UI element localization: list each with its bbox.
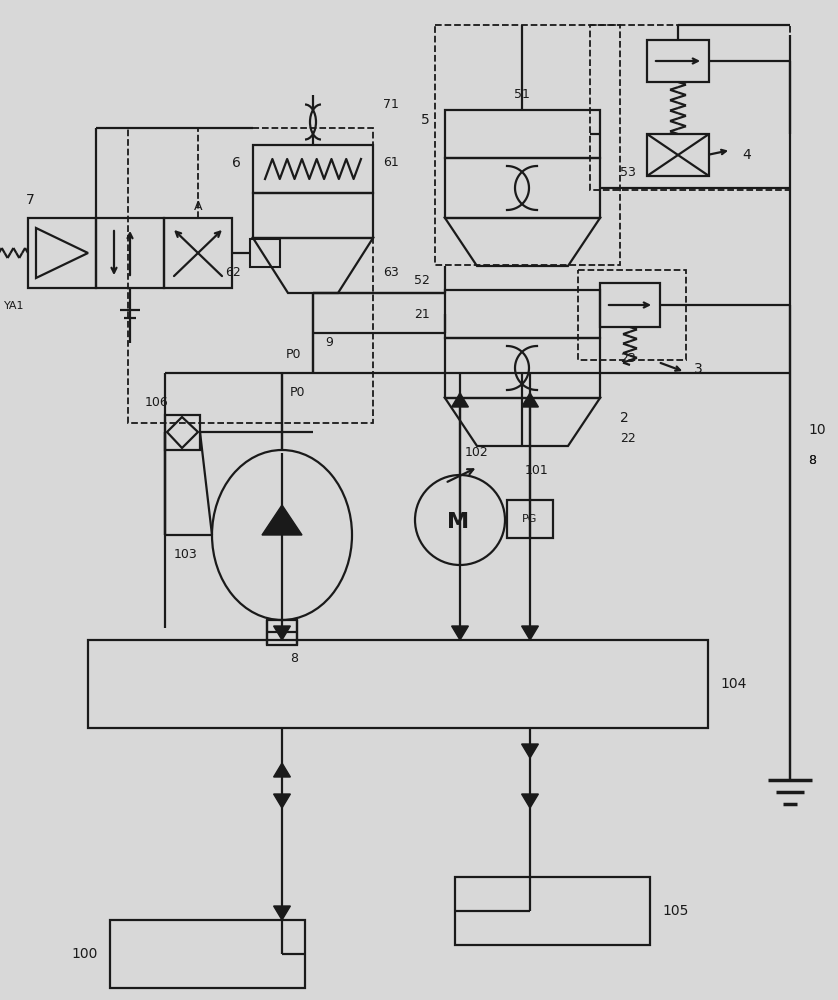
Text: 23: 23 xyxy=(620,352,636,364)
Polygon shape xyxy=(273,794,291,808)
Bar xyxy=(28,218,96,288)
Bar xyxy=(164,218,232,288)
Text: 103: 103 xyxy=(173,548,197,562)
Bar xyxy=(647,40,709,82)
Polygon shape xyxy=(273,626,291,640)
Text: 101: 101 xyxy=(525,464,549,477)
Bar xyxy=(578,270,686,360)
Text: 102: 102 xyxy=(465,446,489,460)
Bar xyxy=(590,25,790,190)
Bar xyxy=(253,145,373,193)
Polygon shape xyxy=(521,626,538,640)
Text: 10: 10 xyxy=(808,423,825,437)
Bar xyxy=(455,877,650,945)
Polygon shape xyxy=(262,505,302,535)
Text: 61: 61 xyxy=(383,156,399,169)
Text: 3: 3 xyxy=(694,362,702,376)
Text: 63: 63 xyxy=(383,266,399,279)
Polygon shape xyxy=(273,906,291,920)
Bar xyxy=(445,290,600,338)
Polygon shape xyxy=(273,763,291,777)
Bar xyxy=(435,25,620,265)
Bar xyxy=(647,134,709,176)
Bar xyxy=(128,128,373,423)
Text: P0: P0 xyxy=(286,349,301,361)
Text: 22: 22 xyxy=(620,432,636,444)
Text: 71: 71 xyxy=(383,99,399,111)
Text: 104: 104 xyxy=(720,677,747,691)
Text: 105: 105 xyxy=(662,904,688,918)
Polygon shape xyxy=(521,744,538,758)
Bar xyxy=(445,338,600,398)
Text: YA1: YA1 xyxy=(3,301,24,311)
Polygon shape xyxy=(521,794,538,808)
Text: 100: 100 xyxy=(71,947,98,961)
Text: 8: 8 xyxy=(290,652,298,664)
Text: PG: PG xyxy=(522,514,538,524)
Text: A: A xyxy=(194,200,202,213)
Bar xyxy=(445,110,600,158)
Text: 106: 106 xyxy=(145,396,169,410)
Text: 53: 53 xyxy=(620,166,636,180)
Bar xyxy=(507,500,553,538)
Text: 8: 8 xyxy=(808,454,816,466)
Text: 8: 8 xyxy=(808,454,816,466)
Text: 2: 2 xyxy=(620,411,628,425)
Text: 21: 21 xyxy=(414,308,430,322)
Text: 4: 4 xyxy=(742,148,752,162)
Text: P0: P0 xyxy=(289,386,305,399)
Text: 5: 5 xyxy=(422,113,430,127)
Text: 6: 6 xyxy=(232,156,241,170)
Bar xyxy=(96,218,164,288)
Bar xyxy=(110,920,305,988)
Text: 9: 9 xyxy=(325,336,333,350)
Text: 62: 62 xyxy=(225,266,241,279)
Bar xyxy=(250,239,280,267)
Polygon shape xyxy=(452,393,468,407)
Bar xyxy=(253,193,373,238)
Polygon shape xyxy=(452,626,468,640)
Bar xyxy=(88,640,708,728)
Text: 52: 52 xyxy=(414,273,430,286)
Polygon shape xyxy=(521,393,538,407)
Bar xyxy=(267,620,297,645)
Text: M: M xyxy=(447,512,469,532)
Text: 51: 51 xyxy=(514,89,530,102)
Bar xyxy=(445,158,600,218)
Text: 7: 7 xyxy=(26,193,34,207)
Bar xyxy=(165,415,200,450)
Bar xyxy=(600,283,660,327)
